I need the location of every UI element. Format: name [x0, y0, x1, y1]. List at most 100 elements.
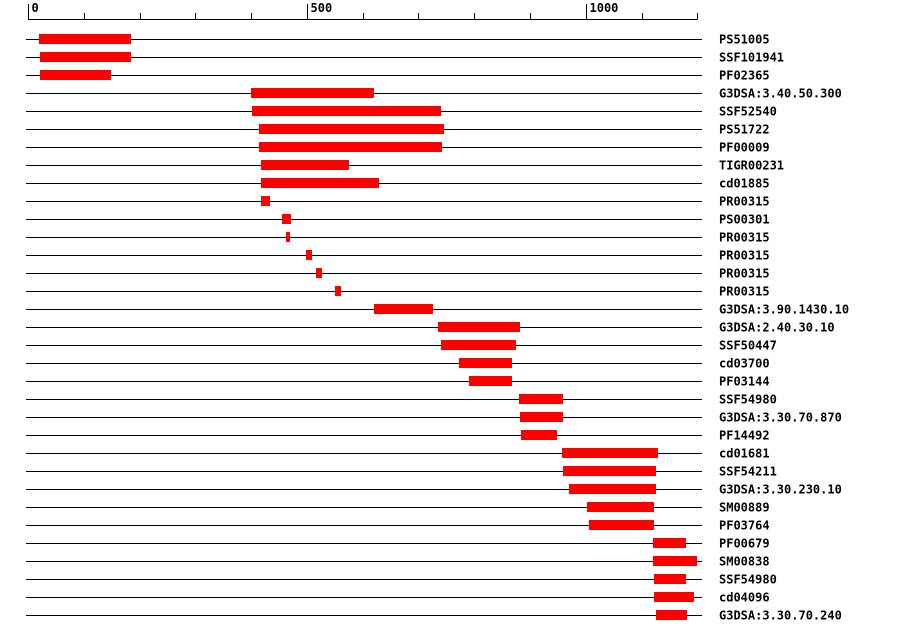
domain-bar: [469, 376, 512, 386]
domain-label: G3DSA:3.90.1430.10: [719, 303, 849, 317]
domain-label: PF03764: [719, 519, 770, 533]
domain-label: PF14492: [719, 429, 770, 443]
domain-row: G3DSA:3.30.230.10: [26, 483, 842, 497]
domain-bar: [653, 538, 686, 548]
domain-row: PR00315: [26, 231, 770, 245]
domain-bar: [286, 232, 290, 242]
domain-label: G3DSA:2.40.30.10: [719, 321, 835, 335]
domain-row: G3DSA:3.30.70.870: [26, 411, 842, 425]
domain-rows: PS51005 SSF101941 PF02365 G3DSA:3.40.50.300…: [26, 33, 849, 623]
domain-bar: [654, 574, 686, 584]
domain-label: SM00889: [719, 501, 770, 515]
domain-row: PR00315: [26, 285, 770, 299]
domain-row: PF03764: [26, 519, 770, 533]
domain-bar: [39, 34, 131, 44]
domain-bar: [261, 160, 349, 170]
domain-label: G3DSA:3.30.70.240: [719, 609, 842, 623]
domain-label: PS51722: [719, 123, 770, 137]
domain-label: SSF101941: [719, 51, 784, 65]
domain-bar: [316, 268, 322, 278]
domain-row: PR00315: [26, 267, 770, 281]
domain-bar: [251, 88, 374, 98]
tick-label: 0: [32, 1, 39, 15]
domain-bar: [520, 412, 563, 422]
domain-label: PR00315: [719, 285, 770, 299]
domain-label: cd01885: [719, 177, 770, 191]
domain-bar: [40, 52, 131, 62]
domain-label: SSF54980: [719, 393, 777, 407]
domain-row: PF00009: [26, 141, 770, 155]
domain-row: PF14492: [26, 429, 770, 443]
domain-row: PR00315: [26, 249, 770, 263]
domain-row: SSF54980: [26, 393, 777, 407]
domain-row: SSF54211: [26, 465, 777, 479]
domain-bar: [335, 286, 341, 296]
domain-row: G3DSA:3.40.50.300: [26, 87, 842, 101]
domain-bar: [259, 124, 444, 134]
domain-row: G3DSA:3.30.70.240: [26, 609, 842, 623]
domain-label: PR00315: [719, 267, 770, 281]
domain-label: cd04096: [719, 591, 770, 605]
domain-label: TIGR00231: [719, 159, 784, 173]
x-axis: 0 500 1000: [28, 1, 698, 20]
domain-row: SSF54980: [26, 573, 777, 587]
domain-bar: [563, 466, 656, 476]
domain-label: G3DSA:3.30.230.10: [719, 483, 842, 497]
domain-bar: [653, 556, 697, 566]
domain-row: SSF50447: [26, 339, 777, 353]
domain-label: G3DSA:3.30.70.870: [719, 411, 842, 425]
domain-row: PS00301: [26, 213, 770, 227]
domain-label: SM00838: [719, 555, 770, 569]
domain-bar: [40, 70, 111, 80]
domain-bar: [441, 340, 516, 350]
domain-label: PS51005: [719, 33, 770, 47]
domain-row: cd03700: [26, 357, 770, 371]
domain-bar: [282, 214, 291, 224]
domain-row: cd04096: [26, 591, 770, 605]
domain-bar: [519, 394, 563, 404]
domain-bar: [261, 178, 379, 188]
domain-bar: [261, 196, 270, 206]
domain-label: SSF50447: [719, 339, 777, 353]
domain-bar: [656, 610, 687, 620]
domain-row: PF02365: [26, 69, 770, 83]
domain-bar: [306, 250, 312, 260]
domain-row: SM00838: [26, 555, 770, 569]
domain-bar: [562, 448, 658, 458]
domain-label: PR00315: [719, 231, 770, 245]
domain-bar: [589, 520, 654, 530]
domain-label: PF00009: [719, 141, 770, 155]
domain-row: TIGR00231: [26, 159, 784, 173]
domain-row: SSF101941: [26, 51, 784, 65]
tick-label: 1000: [590, 1, 619, 15]
domain-row: PS51005: [26, 33, 770, 47]
domain-row: PF03144: [26, 375, 770, 389]
domain-row: cd01681: [26, 447, 770, 461]
domain-label: PR00315: [719, 195, 770, 209]
domain-row: PF00679: [26, 537, 770, 551]
domain-label: cd03700: [719, 357, 770, 371]
domain-bar: [438, 322, 520, 332]
domain-row: PS51722: [26, 123, 770, 137]
domain-row: SM00889: [26, 501, 770, 515]
domain-bar: [569, 484, 656, 494]
domain-label: PF03144: [719, 375, 770, 389]
domain-label: PF02365: [719, 69, 770, 83]
domain-label: SSF54211: [719, 465, 777, 479]
domain-bar: [521, 430, 557, 440]
domain-label: PS00301: [719, 213, 770, 227]
domain-label: cd01681: [719, 447, 770, 461]
domain-label: SSF54980: [719, 573, 777, 587]
domain-label: PR00315: [719, 249, 770, 263]
domain-label: PF00679: [719, 537, 770, 551]
domain-bar: [252, 106, 441, 116]
domain-label: SSF52540: [719, 105, 777, 119]
domain-bar: [654, 592, 694, 602]
domain-bar: [374, 304, 433, 314]
domain-bar: [459, 358, 512, 368]
tick-label: 500: [311, 1, 333, 15]
domain-bar: [587, 502, 654, 512]
domain-row: G3DSA:2.40.30.10: [26, 321, 835, 335]
domain-row: SSF52540: [26, 105, 777, 119]
